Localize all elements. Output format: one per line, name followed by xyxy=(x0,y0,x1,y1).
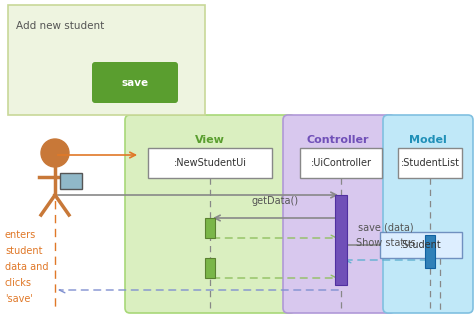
Text: data and: data and xyxy=(5,262,48,272)
Text: clicks: clicks xyxy=(5,278,32,288)
FancyBboxPatch shape xyxy=(380,232,462,258)
FancyBboxPatch shape xyxy=(283,115,395,313)
FancyBboxPatch shape xyxy=(125,115,295,313)
Text: :NewStudentUi: :NewStudentUi xyxy=(173,158,246,168)
FancyBboxPatch shape xyxy=(8,5,205,115)
Text: student: student xyxy=(5,246,43,256)
Bar xyxy=(205,258,215,278)
Text: save (data): save (data) xyxy=(358,223,413,233)
Text: 'save': 'save' xyxy=(5,294,33,304)
Text: Controller: Controller xyxy=(307,135,369,145)
FancyBboxPatch shape xyxy=(92,62,178,103)
Text: Add new student: Add new student xyxy=(16,21,104,31)
FancyBboxPatch shape xyxy=(300,148,382,178)
FancyBboxPatch shape xyxy=(383,115,473,313)
Bar xyxy=(335,195,347,285)
Circle shape xyxy=(41,139,69,167)
FancyBboxPatch shape xyxy=(398,148,462,178)
Text: getData(): getData() xyxy=(252,196,299,206)
FancyBboxPatch shape xyxy=(148,148,272,178)
Text: :StudentList: :StudentList xyxy=(401,158,459,168)
Text: :UiController: :UiController xyxy=(310,158,372,168)
Text: enters: enters xyxy=(5,230,36,240)
Bar xyxy=(425,235,435,268)
Text: Model: Model xyxy=(409,135,447,145)
Bar xyxy=(205,218,215,238)
Text: save: save xyxy=(121,77,148,87)
Text: Show status: Show status xyxy=(356,238,415,248)
Text: View: View xyxy=(195,135,225,145)
Text: :Student: :Student xyxy=(400,240,442,250)
FancyBboxPatch shape xyxy=(60,173,82,189)
